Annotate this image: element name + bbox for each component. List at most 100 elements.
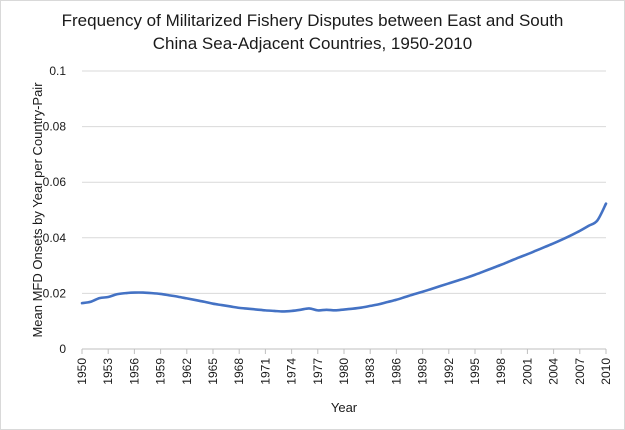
x-tick-label: 1962 xyxy=(180,358,194,385)
data-point xyxy=(134,292,135,293)
x-tick-label: 1992 xyxy=(442,358,456,385)
data-point xyxy=(536,250,537,251)
y-tick-label: 0.04 xyxy=(43,231,67,245)
data-point xyxy=(213,303,214,304)
x-tick-label: 2004 xyxy=(547,358,561,385)
data-point xyxy=(326,309,327,310)
data-point xyxy=(108,297,109,298)
data-point xyxy=(344,309,345,310)
y-tick-label: 0.06 xyxy=(43,175,67,189)
data-point xyxy=(387,302,388,303)
data-point xyxy=(571,235,572,236)
data-point xyxy=(562,239,563,240)
data-point xyxy=(378,304,379,305)
x-tick-label: 1977 xyxy=(311,358,325,385)
x-tick-label: 2001 xyxy=(520,358,534,385)
data-point xyxy=(483,271,484,272)
data-point xyxy=(475,274,476,275)
x-tick-label: 1983 xyxy=(363,358,377,385)
data-point xyxy=(291,310,292,311)
data-point xyxy=(247,308,248,309)
data-point xyxy=(125,293,126,294)
data-point xyxy=(553,243,554,244)
x-tick-label: 1995 xyxy=(468,358,482,385)
series-line xyxy=(80,202,608,313)
gridlines xyxy=(82,70,606,294)
data-point xyxy=(309,308,310,309)
data-point xyxy=(518,257,519,258)
data-point xyxy=(282,311,283,312)
data-point xyxy=(413,294,414,295)
data-point xyxy=(492,268,493,269)
data-point xyxy=(317,310,318,311)
y-axis-label: Mean MFD Onsets by Year per Country-Pair xyxy=(30,82,45,338)
x-tick-label: 1971 xyxy=(258,358,272,385)
x-tick-label: 2010 xyxy=(599,358,613,385)
data-point xyxy=(90,301,91,302)
data-point xyxy=(606,203,607,204)
data-point xyxy=(178,296,179,297)
x-tick-label: 1980 xyxy=(337,358,351,385)
data-point xyxy=(597,220,598,221)
data-point xyxy=(335,310,336,311)
data-point xyxy=(195,300,196,301)
x-tick-label: 1974 xyxy=(285,358,299,385)
x-tick-label: 1959 xyxy=(154,358,168,385)
data-point xyxy=(440,286,441,287)
data-point xyxy=(169,295,170,296)
x-axis-label: Year xyxy=(331,400,358,415)
x-tick-label: 1968 xyxy=(232,358,246,385)
y-tick-label: 0.08 xyxy=(43,120,67,134)
data-point xyxy=(221,305,222,306)
x-axis-ticks: 1950 1953 1956 1959 1962 1965 1968 1971 1974 1977… xyxy=(75,349,613,385)
data-point xyxy=(256,309,257,310)
chart-title-line-1: Frequency of Militarized Fishery Dispute… xyxy=(61,11,564,30)
y-tick-label: 0 xyxy=(59,342,66,356)
data-point xyxy=(431,288,432,289)
data-point xyxy=(116,294,117,295)
data-point xyxy=(370,305,371,306)
data-point xyxy=(239,307,240,308)
x-tick-label: 1989 xyxy=(416,358,430,385)
x-tick-label: 1965 xyxy=(206,358,220,385)
data-point xyxy=(405,297,406,298)
data-point xyxy=(422,291,423,292)
data-point xyxy=(527,254,528,255)
data-point xyxy=(204,301,205,302)
data-point xyxy=(186,298,187,299)
data-point xyxy=(352,308,353,309)
data-point xyxy=(544,246,545,247)
data-point xyxy=(588,225,589,226)
data-point xyxy=(501,264,502,265)
chart-title-line-2: China Sea-Adjacent Countries, 1950-2010 xyxy=(152,34,473,53)
data-point xyxy=(361,307,362,308)
data-point xyxy=(151,293,152,294)
data-point xyxy=(457,280,458,281)
chart-title: Frequency of Militarized Fishery Dispute… xyxy=(0,9,625,55)
data-point xyxy=(466,277,467,278)
x-tick-label: 1986 xyxy=(389,358,403,385)
y-tick-label: 0.02 xyxy=(43,286,67,300)
data-point xyxy=(265,310,266,311)
y-tick-label: 0.1 xyxy=(49,64,66,78)
y-axis-ticks: 0 0.02 0.04 0.06 0.08 0.1 xyxy=(43,64,67,356)
data-point xyxy=(579,230,580,231)
data-point xyxy=(160,293,161,294)
x-tick-label: 1950 xyxy=(75,358,89,385)
data-point xyxy=(300,309,301,310)
data-point xyxy=(143,292,144,293)
x-tick-label: 1956 xyxy=(127,358,141,385)
data-point xyxy=(274,310,275,311)
data-point xyxy=(448,283,449,284)
data-point xyxy=(99,298,100,299)
x-tick-label: 1953 xyxy=(101,358,115,385)
data-point xyxy=(230,306,231,307)
data-point xyxy=(396,299,397,300)
x-tick-label: 2007 xyxy=(573,358,587,385)
data-point xyxy=(82,303,83,304)
series-group xyxy=(80,202,608,313)
x-tick-label: 1998 xyxy=(494,358,508,385)
data-point xyxy=(509,261,510,262)
